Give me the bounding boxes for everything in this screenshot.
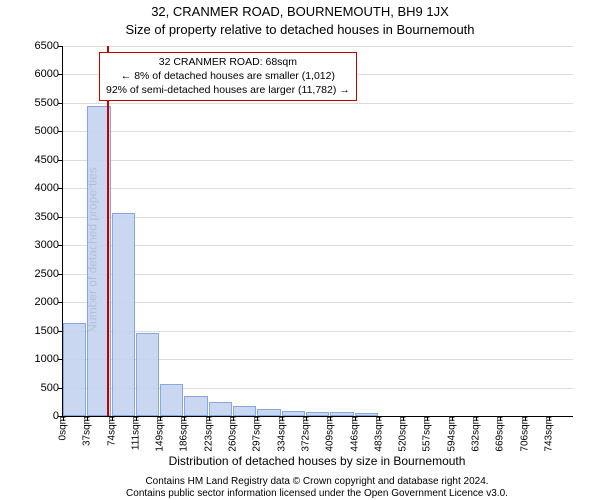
x-tick-label: 149sqm [155, 416, 166, 452]
histogram-bar [355, 413, 378, 416]
histogram-bar [136, 333, 159, 416]
histogram-bar [184, 396, 207, 416]
y-tick-label: 1000 [35, 353, 63, 365]
gridline [63, 302, 573, 303]
histogram-bar [209, 402, 232, 416]
x-tick-label: 334sqm [276, 416, 287, 452]
gridline [63, 103, 573, 104]
x-tick-label: 260sqm [228, 416, 239, 452]
gridline [63, 331, 573, 332]
footer-line-1: Contains HM Land Registry data © Crown c… [145, 476, 488, 487]
y-tick-label: 3000 [35, 239, 63, 251]
y-tick-label: 1500 [35, 325, 63, 337]
x-tick-label: 594sqm [446, 416, 457, 452]
x-tick-label: 0sqm [58, 416, 69, 440]
chart-title-sub: Size of property relative to detached ho… [0, 22, 600, 37]
annotation-box: 32 CRANMER ROAD: 68sqm← 8% of detached h… [99, 52, 357, 101]
gridline [63, 245, 573, 246]
y-tick-label: 6500 [35, 40, 63, 52]
gridline [63, 160, 573, 161]
y-tick-label: 6000 [35, 68, 63, 80]
x-tick-label: 186sqm [179, 416, 190, 452]
x-tick-label: 557sqm [422, 416, 433, 452]
footer-line-2: Contains public sector information licen… [126, 488, 508, 499]
property-marker-line [107, 46, 109, 416]
gridline [63, 131, 573, 132]
x-tick-label: 520sqm [398, 416, 409, 452]
chart-footer: Contains HM Land Registry data © Crown c… [62, 476, 572, 500]
y-tick-label: 5000 [35, 125, 63, 137]
x-tick-label: 409sqm [325, 416, 336, 452]
x-tick-label: 483sqm [373, 416, 384, 452]
histogram-bar [160, 384, 183, 416]
gridline [63, 274, 573, 275]
y-tick-label: 2500 [35, 268, 63, 280]
x-tick-label: 223sqm [203, 416, 214, 452]
y-tick-label: 4000 [35, 182, 63, 194]
histogram-bar [282, 411, 305, 416]
x-tick-label: 37sqm [82, 416, 93, 446]
x-tick-label: 706sqm [519, 416, 530, 452]
histogram-bar [112, 213, 135, 416]
chart-title-main: 32, CRANMER ROAD, BOURNEMOUTH, BH9 1JX [0, 4, 600, 19]
x-tick-label: 74sqm [106, 416, 117, 446]
gridline [63, 46, 573, 47]
y-tick-label: 5500 [35, 97, 63, 109]
y-tick-label: 2000 [35, 296, 63, 308]
x-axis-label: Distribution of detached houses by size … [62, 454, 572, 468]
y-tick-label: 4500 [35, 154, 63, 166]
gridline [63, 217, 573, 218]
histogram-bar [63, 323, 86, 416]
x-tick-label: 743sqm [543, 416, 554, 452]
x-tick-label: 669sqm [495, 416, 506, 452]
plot-area: 0500100015002000250030003500400045005000… [62, 46, 573, 417]
x-tick-label: 372sqm [300, 416, 311, 452]
y-tick-label: 500 [41, 382, 63, 394]
chart-container: { "titles": { "main": "32, CRANMER ROAD,… [0, 0, 600, 500]
histogram-bar [257, 409, 280, 416]
x-tick-label: 111sqm [130, 416, 141, 450]
x-tick-label: 297sqm [252, 416, 263, 452]
x-tick-label: 446sqm [349, 416, 360, 452]
histogram-bar [330, 412, 353, 416]
y-tick-label: 3500 [35, 211, 63, 223]
histogram-bar [306, 412, 329, 416]
gridline [63, 188, 573, 189]
x-tick-label: 632sqm [470, 416, 481, 452]
histogram-bar [233, 406, 256, 416]
